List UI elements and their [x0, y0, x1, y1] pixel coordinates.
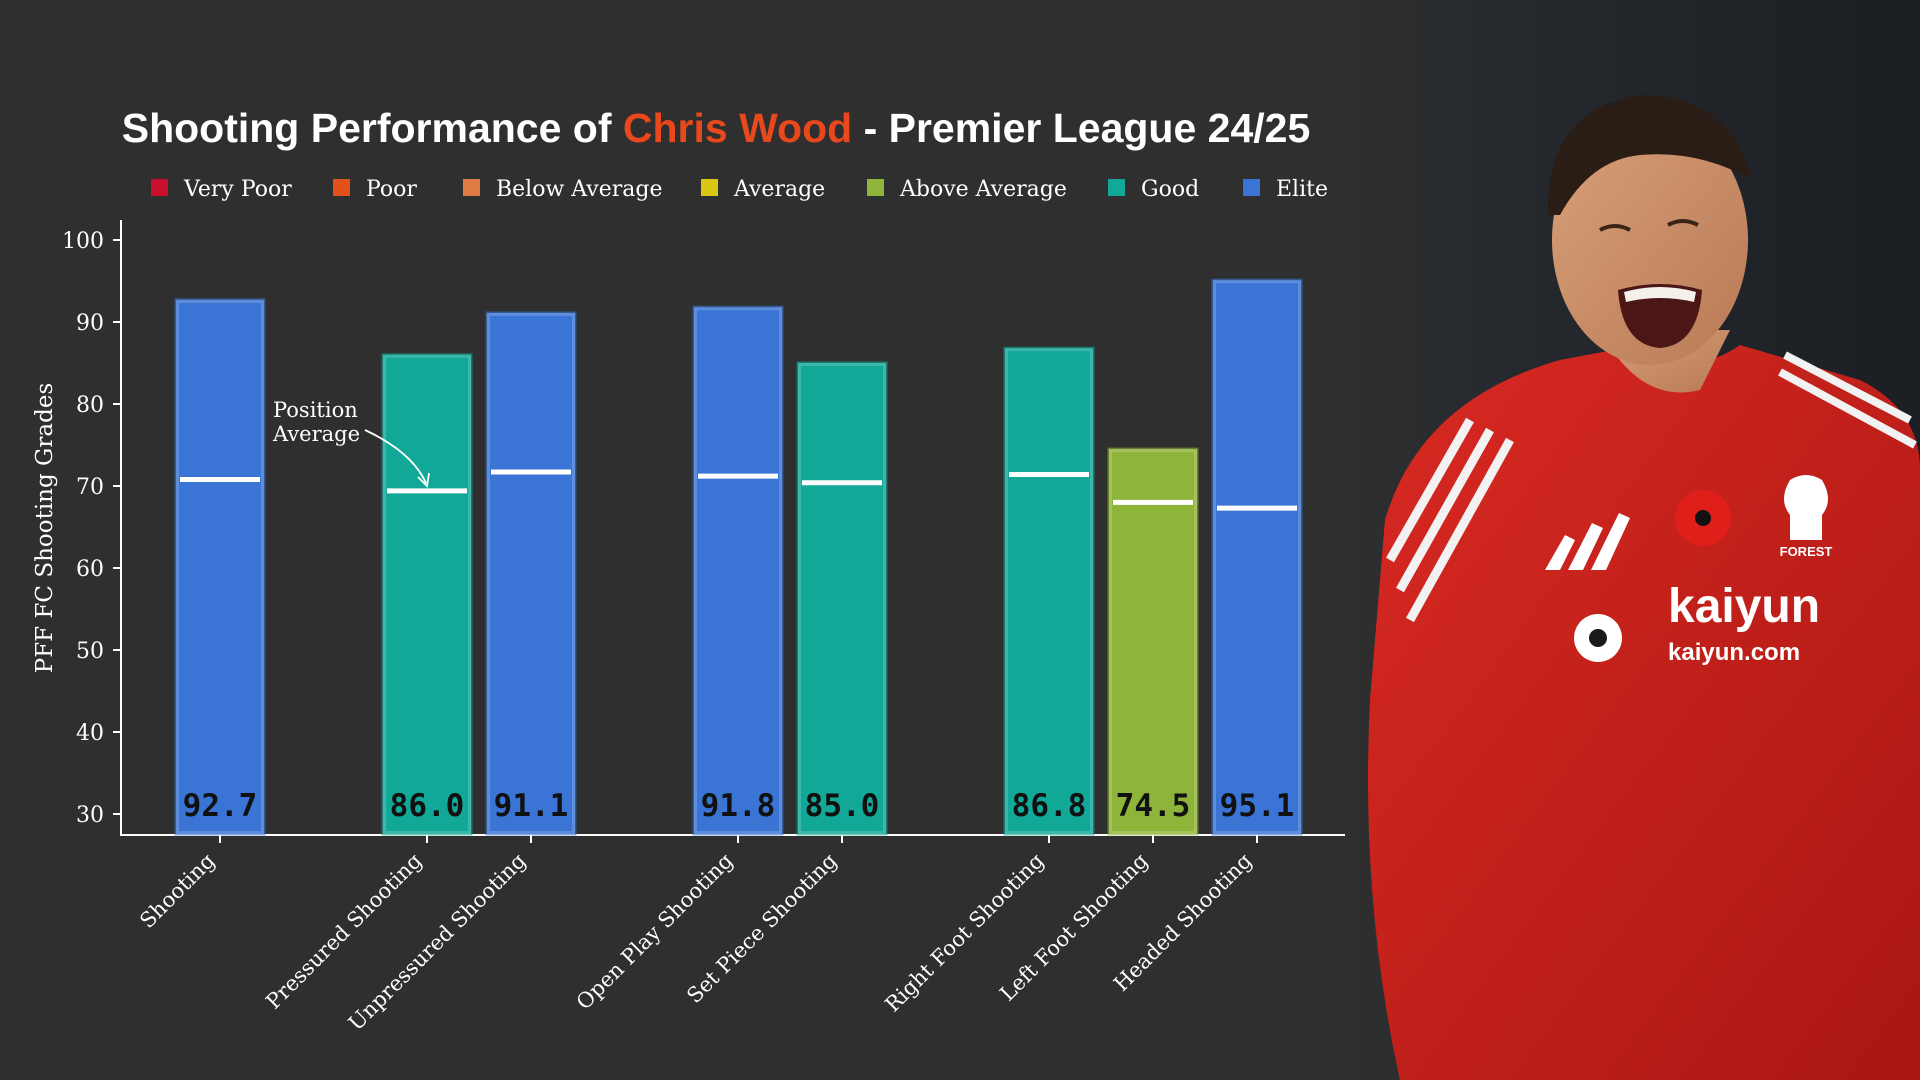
y-axis-label: PFF FC Shooting Grades	[32, 383, 58, 674]
y-tick-label: 90	[76, 311, 104, 336]
bar	[1107, 447, 1199, 836]
sponsor-text: kaiyun	[1668, 580, 1820, 633]
position-average-annotation: Position Average	[272, 398, 430, 488]
bar	[796, 361, 888, 836]
legend-label: Average	[733, 177, 825, 202]
legend-swatch	[867, 179, 884, 196]
bar-outline	[487, 312, 575, 835]
bar	[1211, 278, 1303, 836]
legend-label: Good	[1141, 177, 1199, 202]
legend-swatch	[333, 179, 350, 196]
player-photo: FOREST kaiyun kaiyun.com	[1345, 0, 1920, 1080]
legend-swatch	[1243, 179, 1260, 196]
bar	[485, 311, 577, 836]
y-tick-label: 70	[76, 475, 104, 500]
y-tick-label: 50	[76, 639, 104, 664]
legend-label: Above Average	[899, 177, 1067, 202]
bar-outline	[1109, 449, 1197, 834]
annotation-line-1: Position	[273, 398, 358, 422]
bar	[174, 298, 266, 836]
bar-outline	[694, 307, 782, 834]
y-tick-label: 80	[76, 393, 104, 418]
bar-value-label: 92.7	[183, 788, 258, 824]
annotation-arrowhead	[417, 472, 430, 488]
bar-value-label: 86.0	[390, 788, 465, 824]
bar-value-label: 74.5	[1116, 788, 1191, 824]
club-crest-icon	[1784, 475, 1828, 540]
annotation-arrow	[364, 429, 427, 484]
y-tick-label: 30	[76, 803, 104, 828]
bar-outline	[1005, 348, 1093, 834]
bar	[1003, 346, 1095, 836]
y-tick-label: 100	[62, 229, 104, 254]
crest-text: FOREST	[1780, 544, 1833, 559]
legend: Very Poor Poor Below Average Average Above A…	[151, 177, 1328, 202]
bar-value-label: 91.1	[494, 788, 569, 824]
bar-outline	[1213, 280, 1301, 834]
legend-swatch	[701, 179, 718, 196]
legend-label: Below Average	[496, 177, 662, 202]
bar-value-label: 85.0	[805, 788, 880, 824]
bar-outline	[176, 299, 264, 834]
legend-label: Very Poor	[183, 177, 292, 202]
legend-swatch	[1108, 179, 1125, 196]
y-tick-label: 60	[76, 557, 104, 582]
bar-outline	[798, 363, 886, 834]
legend-label: Elite	[1276, 177, 1328, 202]
kit-logo-icon	[1545, 513, 1630, 570]
bar-value-label: 86.8	[1012, 788, 1087, 824]
legend-swatch	[151, 179, 168, 196]
chart-title: Shooting Performance of Chris Wood - Pre…	[122, 105, 1311, 151]
bar-outline	[383, 354, 471, 834]
y-ticks: 30 40 50 60 70 80 90 100	[62, 229, 121, 828]
y-tick-label: 40	[76, 721, 104, 746]
legend-label: Poor	[366, 177, 417, 202]
bars: 92.7 86.0 91.1 91.8 85.0 86.8 74.5 95.1	[174, 278, 1303, 836]
bar	[381, 353, 473, 836]
legend-swatch	[463, 179, 480, 196]
annotation-line-2: Average	[272, 422, 360, 446]
player-mouth	[1618, 284, 1702, 348]
player-shirt	[1368, 345, 1920, 1080]
bar	[692, 305, 784, 836]
sponsor-subtext: kaiyun.com	[1668, 639, 1800, 666]
bar-value-label: 95.1	[1220, 788, 1295, 824]
bar-value-label: 91.8	[701, 788, 776, 824]
